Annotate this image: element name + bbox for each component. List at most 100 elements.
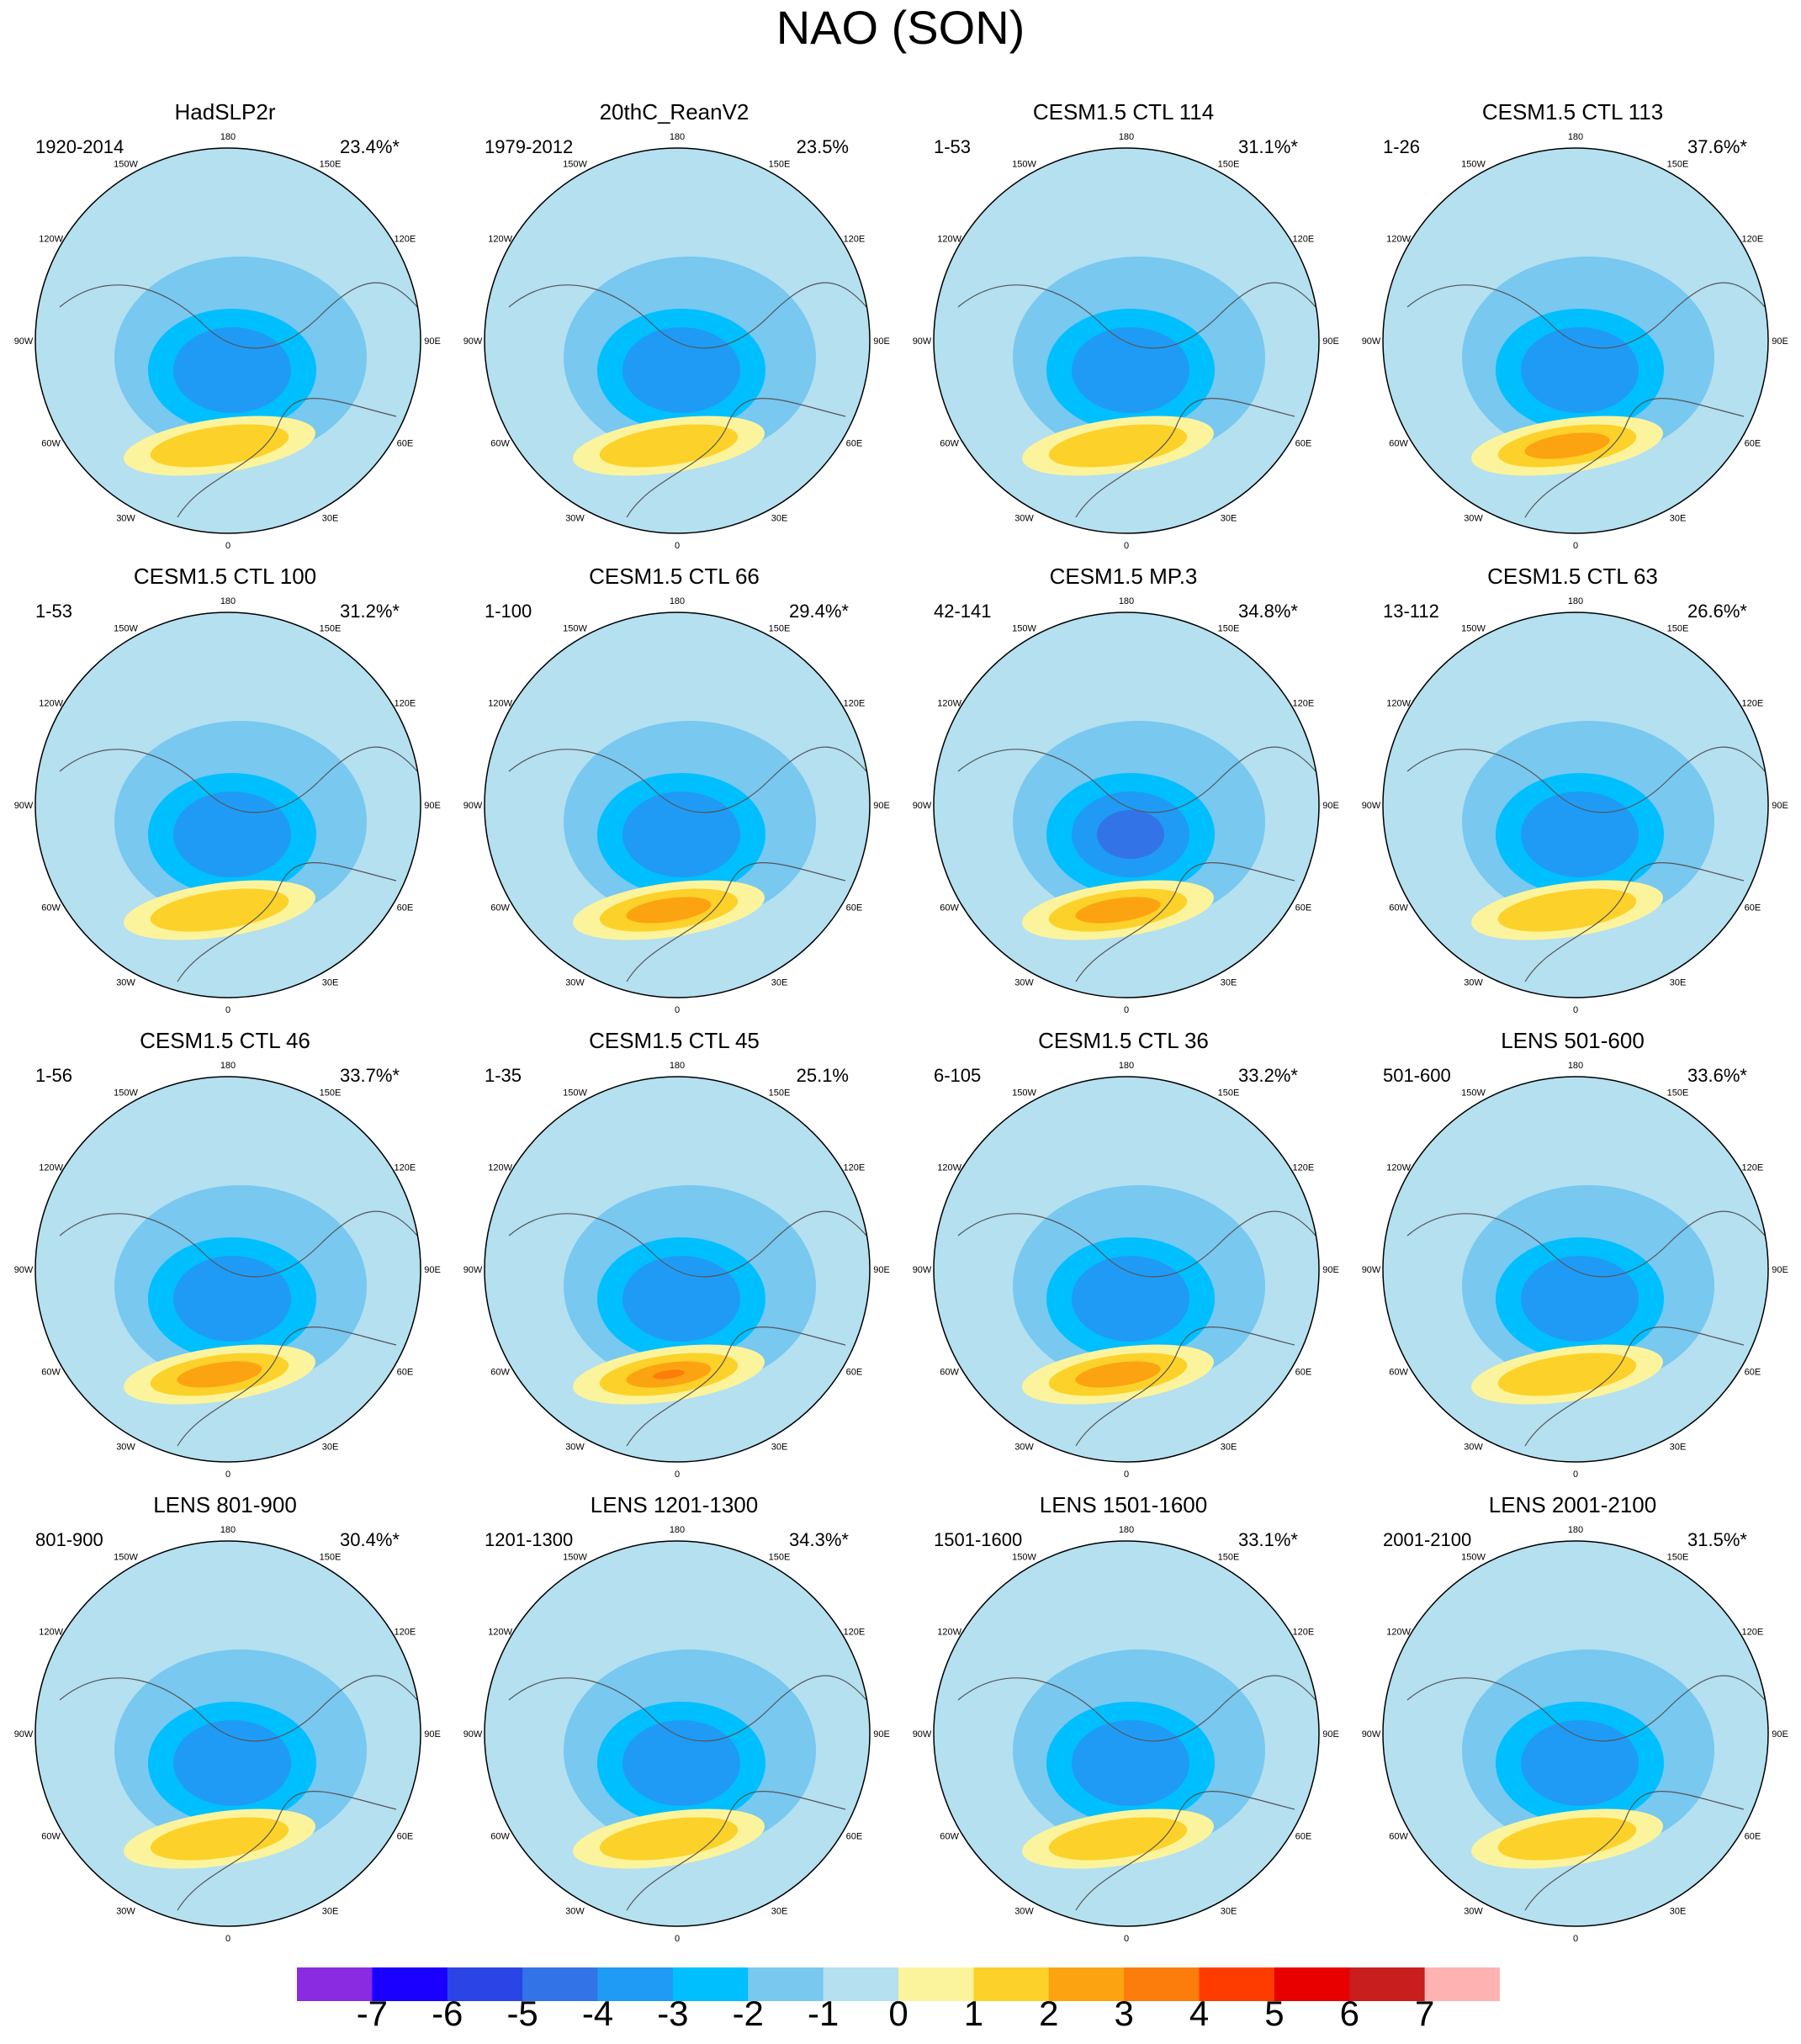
longitude-label: 120E <box>1293 1163 1315 1173</box>
contour-high-2 <box>1048 424 1188 468</box>
longitude-label: 150W <box>1461 160 1486 170</box>
longitude-label: 120W <box>39 235 63 245</box>
longitude-label: 180 <box>670 1526 685 1535</box>
longitude-label: 60W <box>41 1832 61 1842</box>
map-panel: CESM1.5 CTL 113 1-26 37.6%* 180 150E 120E 90E 6… <box>1348 99 1798 564</box>
coastline <box>177 398 397 518</box>
longitude-label: 120W <box>1386 1628 1411 1638</box>
contour-low-4 <box>1097 810 1164 859</box>
longitude-label: 30E <box>771 1442 788 1452</box>
longitude-label: 30E <box>322 1442 339 1452</box>
longitude-label: 150W <box>1461 1553 1486 1563</box>
contour-high-2 <box>1048 1817 1188 1861</box>
polar-map: 180 150E 120E 90E 60E 30E 0 30W 60W 90W 120W 150W <box>913 133 1339 551</box>
colorbar-swatch <box>447 1967 523 2001</box>
longitude-label: 150W <box>1012 1088 1036 1099</box>
longitude-label: 120W <box>488 235 512 245</box>
contour-low-3 <box>1521 327 1639 413</box>
longitude-label: 30W <box>1014 977 1034 988</box>
colorbar-swatch <box>973 1967 1050 2001</box>
colorbar-tick-label: 4 <box>1189 1994 1210 2033</box>
coastline <box>1406 1210 1766 1278</box>
longitude-label: 90W <box>913 336 932 347</box>
colorbar-tick-label: 6 <box>1339 1994 1359 2033</box>
longitude-label: 0 <box>225 1005 230 1015</box>
map-panel: CESM1.5 CTL 36 6-105 33.2%* 180 150E 120E 90E 6… <box>898 1028 1348 1492</box>
contour-low-3 <box>173 792 291 877</box>
longitude-label: 0 <box>225 1934 230 1944</box>
longitude-label: 120E <box>1742 1163 1764 1173</box>
longitude-label: 60E <box>1295 1368 1312 1378</box>
longitude-label: 30W <box>565 1906 585 1916</box>
coastline <box>626 1326 846 1447</box>
longitude-label: 120E <box>844 699 866 709</box>
longitude-label: 90E <box>424 1729 441 1740</box>
contour-low-3 <box>1072 1720 1189 1806</box>
map-panel: CESM1.5 CTL 100 1-53 31.2%* 180 150E 120E 90E 6… <box>0 564 450 1028</box>
contour-low-3 <box>173 1720 291 1806</box>
panel-title: CESM1.5 CTL 66 <box>589 564 760 589</box>
longitude-label: 0 <box>675 541 680 551</box>
polar-map: 180 150E 120E 90E 60E 30E 0 30W 60W 90W 120W 150W <box>14 597 441 1015</box>
coastline <box>59 1210 418 1278</box>
contour-high-2 <box>1497 1817 1637 1861</box>
panel-year-range: 1979-2012 <box>485 136 574 157</box>
colorbar-swatch <box>1199 1967 1275 2001</box>
longitude-label: 90E <box>1322 336 1339 347</box>
contour-high-3 <box>626 897 712 924</box>
longitude-label: 150W <box>114 1088 138 1099</box>
longitude-label: 30E <box>771 977 788 988</box>
coastline <box>1524 862 1745 982</box>
panel-variance-percent: 30.4%* <box>340 1529 400 1550</box>
longitude-label: 120E <box>1293 699 1315 709</box>
map-border <box>1382 1076 1769 1463</box>
panel-year-range: 501-600 <box>1383 1065 1451 1086</box>
contour-high-2 <box>150 1817 289 1861</box>
coastline <box>177 1326 397 1447</box>
map-border <box>484 1540 871 1927</box>
longitude-label: 0 <box>1124 1934 1129 1944</box>
contour-low-3 <box>1072 327 1189 413</box>
longitude-label: 60E <box>1295 903 1312 913</box>
longitude-label: 30E <box>1221 1442 1237 1452</box>
polar-map: 180 150E 120E 90E 60E 30E 0 30W 60W 90W 120W 150W <box>1362 597 1788 1015</box>
longitude-label: 90W <box>14 336 34 347</box>
map-panel: HadSLP2r 1920-2014 23.4%* 180 150E 120E 90E 60E… <box>0 99 450 564</box>
polar-map: 180 150E 120E 90E 60E 30E 0 30W 60W 90W 120W 150W <box>913 597 1339 1015</box>
contour-low-3 <box>1072 1256 1189 1342</box>
longitude-label: 60E <box>1745 439 1761 449</box>
longitude-label: 30W <box>116 977 135 988</box>
longitude-label: 60W <box>940 439 959 449</box>
longitude-label: 90E <box>1322 1265 1339 1275</box>
longitude-label: 150E <box>769 1553 791 1563</box>
longitude-label: 90E <box>873 1729 890 1740</box>
longitude-label: 90E <box>1772 336 1788 347</box>
longitude-label: 90W <box>913 1729 932 1740</box>
coastline <box>1524 1326 1745 1447</box>
longitude-label: 150W <box>1461 624 1486 634</box>
coastline <box>1075 1791 1295 1911</box>
longitude-label: 120E <box>844 1628 866 1638</box>
map-border <box>34 612 421 998</box>
longitude-label: 120W <box>488 1628 512 1638</box>
panel-title: CESM1.5 CTL 113 <box>1481 99 1664 124</box>
longitude-label: 120E <box>844 1163 866 1173</box>
panel-variance-percent: 31.5%* <box>1687 1529 1747 1550</box>
coastline <box>508 1210 867 1278</box>
longitude-label: 150E <box>1667 624 1689 634</box>
longitude-label: 60E <box>846 903 863 913</box>
map-border <box>484 1076 871 1463</box>
contour-low-3 <box>622 1256 740 1342</box>
longitude-label: 30W <box>1014 1442 1034 1452</box>
panel-year-range: 2001-2100 <box>1383 1529 1472 1550</box>
longitude-label: 150W <box>1461 1088 1486 1099</box>
longitude-label: 150E <box>320 624 342 634</box>
polar-map: 180 150E 120E 90E 60E 30E 0 30W 60W 90W 120W 150W <box>463 597 890 1015</box>
contour-high-2 <box>150 888 289 932</box>
longitude-label: 30E <box>771 1906 788 1916</box>
colorbar-swatch <box>748 1967 824 2001</box>
longitude-label: 30W <box>1464 1906 1483 1916</box>
longitude-label: 180 <box>1568 1062 1583 1071</box>
colorbar-swatch <box>1124 1967 1200 2001</box>
coastline <box>177 862 397 982</box>
